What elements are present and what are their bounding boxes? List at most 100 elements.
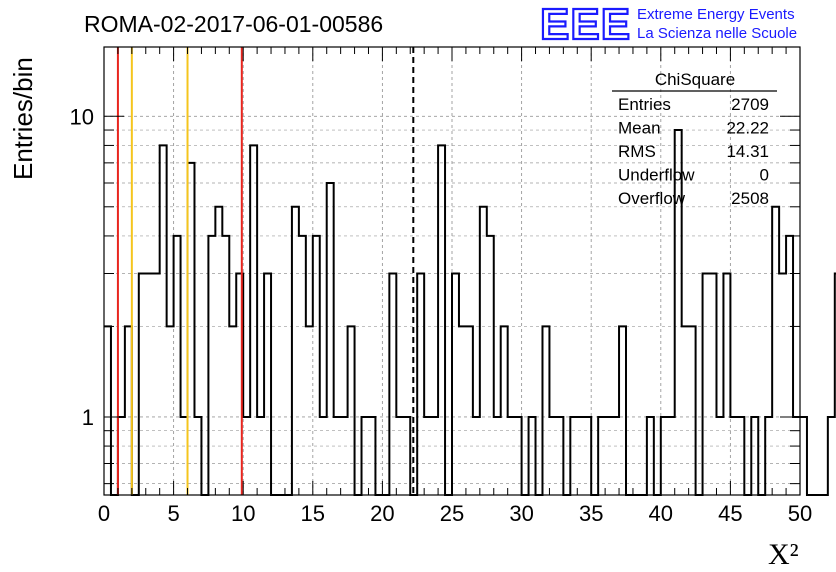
logo-subtitle-2: La Scienza nelle Scuole <box>637 25 797 42</box>
stats-value: 22.22 <box>726 119 769 138</box>
histogram-bin <box>508 417 515 495</box>
histogram-bin <box>703 273 710 495</box>
histogram-bin <box>139 273 146 495</box>
histogram-bin <box>466 326 473 495</box>
stats-label: Mean <box>618 119 661 138</box>
histogram-bin <box>675 130 682 495</box>
stats-label: Entries <box>618 95 671 114</box>
x-tick-label: 40 <box>649 501 673 526</box>
x-tick-label: 30 <box>509 501 533 526</box>
histogram-bin <box>215 207 222 495</box>
histogram-bin <box>320 417 327 495</box>
histogram-bin <box>828 417 835 495</box>
histogram-bin <box>480 207 487 495</box>
histogram-bin <box>118 417 125 495</box>
stats-label: Underflow <box>618 166 695 185</box>
histogram-bin <box>668 417 675 495</box>
y-tick-label: 1 <box>82 405 94 430</box>
histogram-bin <box>459 326 466 495</box>
histogram-bin <box>243 417 250 495</box>
stats-label: Overflow <box>618 189 686 208</box>
y-axis-title: Entries/bin <box>8 57 38 180</box>
histogram-bin <box>403 417 410 495</box>
histogram-bin <box>487 236 494 495</box>
histogram-bin <box>396 417 403 495</box>
histogram-bin <box>723 273 730 495</box>
marker-lines <box>116 47 415 495</box>
histogram-bin <box>229 326 236 495</box>
histogram-bin <box>730 417 737 495</box>
histogram-bin <box>174 236 181 495</box>
x-tick-label: 10 <box>231 501 255 526</box>
histogram-bin <box>424 417 431 495</box>
histogram-bin <box>598 417 605 495</box>
histogram-bin <box>368 417 375 495</box>
histogram-bin <box>222 236 229 495</box>
y-ticks: 1 10 <box>70 104 800 485</box>
x-tick-label: 25 <box>440 501 464 526</box>
x-tick-label: 50 <box>788 501 812 526</box>
histogram-bin <box>306 326 313 495</box>
histogram-bin <box>605 417 612 495</box>
histogram-bars <box>104 129 836 496</box>
stats-label: RMS <box>618 142 656 161</box>
histogram-bin <box>452 273 459 495</box>
histogram-bin <box>146 273 153 495</box>
histogram-bin <box>313 236 320 495</box>
histogram-bin <box>417 273 424 495</box>
histogram-bin <box>341 417 348 495</box>
x-ticks: 0 5 10 15 20 25 30 35 40 45 50 <box>98 47 812 526</box>
stats-value: 2709 <box>731 95 769 114</box>
histogram-bin <box>661 417 668 495</box>
histogram-bin <box>682 326 689 495</box>
histogram-bin <box>125 326 132 495</box>
histogram-bin <box>584 417 591 495</box>
histogram-bin <box>334 417 341 495</box>
histogram-bin <box>473 417 480 495</box>
histogram-bin <box>208 236 215 495</box>
histogram-bin <box>737 417 744 495</box>
histogram-bin <box>765 417 772 495</box>
histogram-bin <box>529 417 536 495</box>
stats-rows: Entries 2709 Mean 22.22 RMS 14.31 Underflow 0 Ov… <box>618 95 769 208</box>
histogram-bin <box>389 273 396 495</box>
stats-title: ChiSquare <box>655 70 735 89</box>
histogram-bin <box>292 207 299 495</box>
histogram-bin <box>431 417 438 495</box>
histogram-bin <box>194 417 201 495</box>
histogram-bin <box>786 236 793 495</box>
x-tick-label: 5 <box>167 501 179 526</box>
histogram-bin <box>181 417 188 495</box>
histogram-bin <box>689 326 696 495</box>
stats-box: ChiSquare Entries 2709 Mean 22.22 RMS 14.31 Un… <box>612 70 777 208</box>
y-tick-label: 10 <box>70 104 94 129</box>
histogram-bin <box>250 145 257 495</box>
histogram-bin <box>188 163 195 495</box>
histogram-bin <box>779 273 786 495</box>
histogram-bin <box>619 326 626 495</box>
histogram-bin <box>570 417 577 495</box>
histogram-bin <box>647 417 654 495</box>
histogram-bin <box>577 417 584 495</box>
histogram-bin <box>348 326 355 495</box>
stats-value: 2508 <box>731 189 769 208</box>
x-tick-label: 20 <box>370 501 394 526</box>
x-tick-label: 0 <box>98 501 110 526</box>
chart-title: ROMA-02-2017-06-01-00586 <box>84 11 383 37</box>
stats-value: 0 <box>760 166 769 185</box>
histogram-bin <box>549 417 556 495</box>
histogram-bin <box>264 273 271 495</box>
histogram-bin <box>438 145 445 495</box>
histogram-bin <box>751 417 758 495</box>
x-axis-title: X² <box>768 538 799 571</box>
histogram-bin <box>494 417 501 495</box>
histogram-bin <box>160 145 167 495</box>
x-tick-label: 15 <box>301 501 325 526</box>
histogram-bin <box>772 207 779 495</box>
histogram-bin <box>515 417 522 495</box>
histogram-bin <box>257 417 264 495</box>
histogram-bin <box>327 183 334 495</box>
histogram-bin <box>556 417 563 495</box>
histogram-bin <box>800 417 807 495</box>
